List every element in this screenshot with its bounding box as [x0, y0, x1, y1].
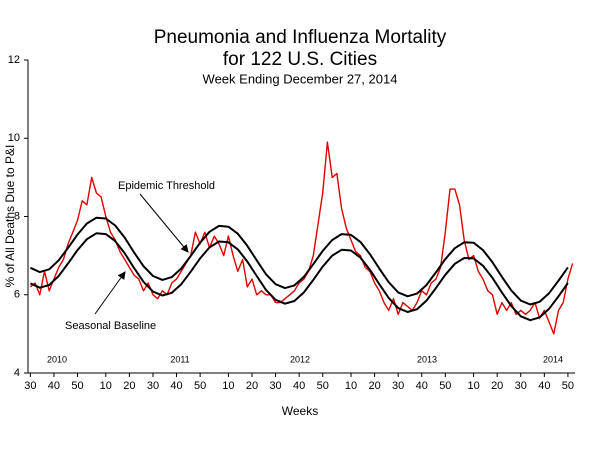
year-label: 2014 [543, 354, 563, 364]
x-tick-label: 50 [71, 380, 83, 392]
chart-title-line2: for 122 U.S. Cities [223, 49, 377, 70]
line-series [29, 232, 569, 322]
x-tick-label: 10 [222, 380, 234, 392]
year-label: 2010 [47, 354, 67, 364]
y-tick-label: 8 [14, 210, 20, 222]
y-axis-label: % of All Deaths Due to P&I [3, 145, 17, 288]
y-tick-label: 4 [14, 367, 20, 379]
y-tick-label: 10 [8, 132, 20, 144]
x-tick-label: 10 [345, 380, 357, 392]
annotation-arrow [139, 193, 189, 253]
x-tick-label: 20 [491, 380, 503, 392]
x-tick-label: 20 [368, 380, 380, 392]
line-series [29, 216, 569, 306]
x-tick-label: 50 [439, 380, 451, 392]
x-tick-label: 10 [467, 380, 479, 392]
x-tick-label: 30 [269, 380, 281, 392]
x-tick-label: 50 [562, 380, 574, 392]
x-tick-label: 30 [392, 380, 404, 392]
x-tick-label: 30 [515, 380, 527, 392]
x-tick-label: 10 [100, 380, 112, 392]
x-tick-label: 40 [538, 380, 550, 392]
chart-title: Pneumonia and Influenza Mortality [154, 27, 447, 48]
x-tick-label: 40 [170, 380, 182, 392]
x-tick-label: 50 [317, 380, 329, 392]
year-label: 2013 [417, 354, 437, 364]
chart-subtitle: Week Ending December 27, 2014 [203, 71, 398, 86]
x-tick-label: 30 [147, 380, 159, 392]
x-tick-label: 40 [48, 380, 60, 392]
x-tick-label: 30 [24, 380, 36, 392]
x-axis-label: Weeks [282, 404, 318, 418]
y-tick-label: 12 [8, 54, 20, 66]
x-tick-label: 50 [194, 380, 206, 392]
year-label: 2012 [290, 354, 310, 364]
annotation: Epidemic Threshold [118, 180, 215, 192]
x-tick-label: 20 [246, 380, 258, 392]
x-tick-label: 40 [293, 380, 305, 392]
line-series [29, 141, 574, 335]
x-tick-label: 20 [123, 380, 135, 392]
year-label: 2011 [170, 354, 189, 364]
y-tick-label: 6 [14, 289, 20, 301]
annotation: Seasonal Baseline [65, 320, 156, 332]
x-tick-label: 40 [416, 380, 428, 392]
annotation-arrow [94, 271, 126, 315]
